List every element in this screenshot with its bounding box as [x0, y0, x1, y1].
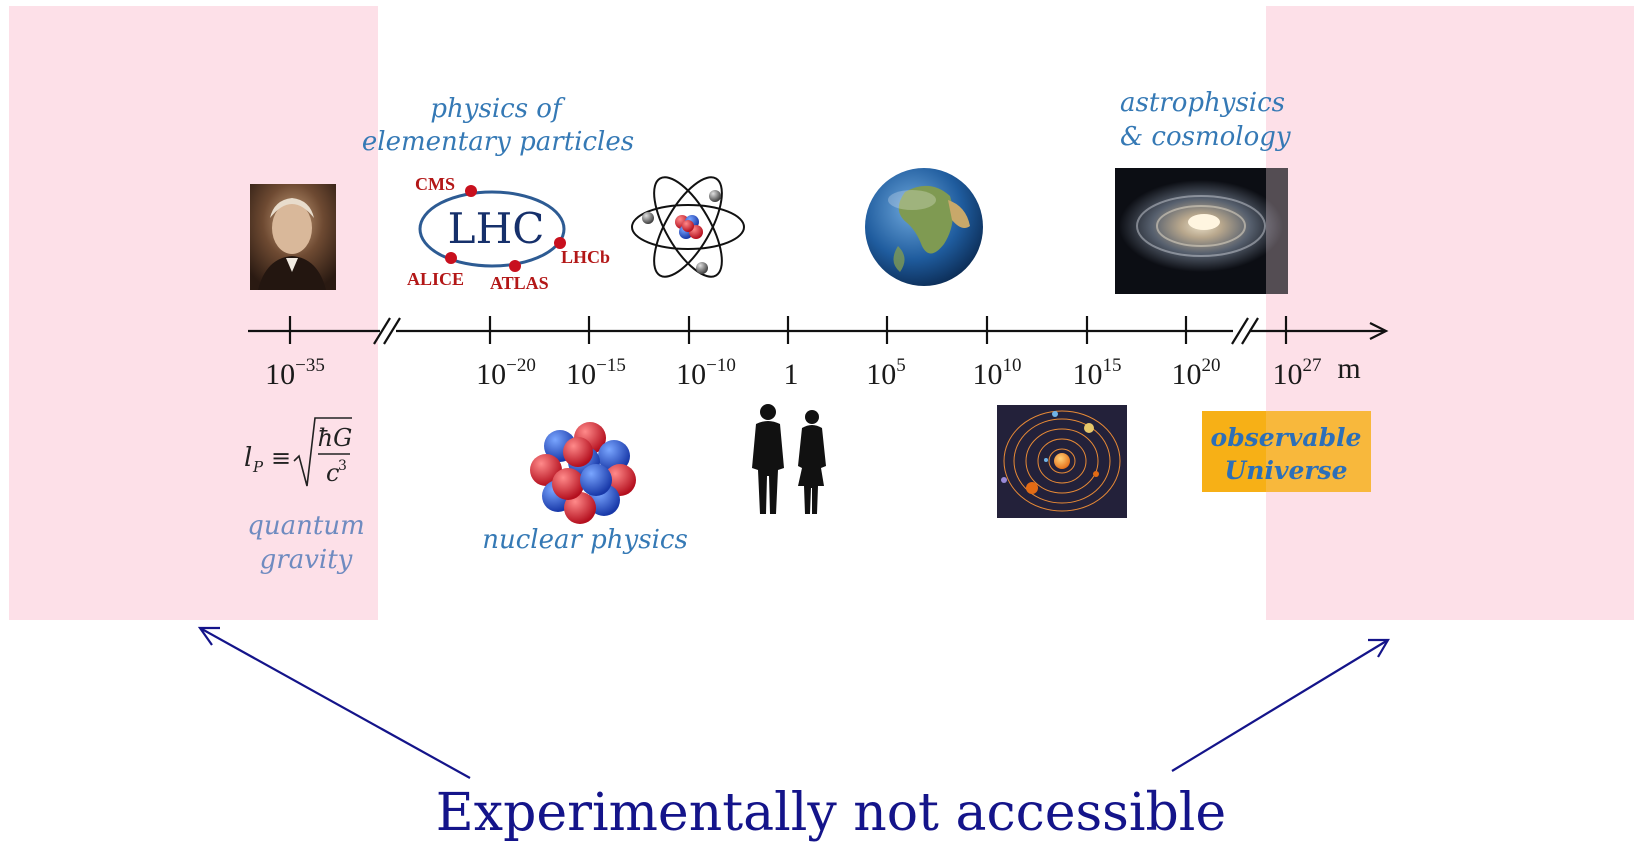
lhc-title: LHC — [448, 204, 545, 253]
experimentally-not-accessible-label: Experimentally not accessible — [436, 783, 1226, 843]
lhc-experiment-lhcb: LHCb — [561, 247, 610, 267]
tick-label: 10−35 — [265, 355, 325, 391]
tick-label: 105 — [866, 355, 906, 391]
left-inaccessible-zone — [9, 6, 378, 620]
svg-text:c: c — [326, 459, 339, 487]
right-inaccessible-zone — [1266, 6, 1634, 620]
elementary-particles-label-line1: physics of — [430, 94, 566, 124]
svg-text:ħG: ħG — [318, 424, 353, 452]
svg-text:≡: ≡ — [271, 444, 291, 472]
tick-label: 1015 — [1073, 355, 1122, 391]
solar-system-icon — [997, 405, 1127, 518]
tick-label: 10−10 — [676, 355, 736, 391]
lhc-experiment-cms: CMS — [415, 174, 455, 194]
left-arrow — [197, 626, 471, 779]
quantum-gravity-label-line2: gravity — [260, 545, 353, 575]
tick-label: 1020 — [1172, 355, 1221, 391]
planck-portrait-icon — [250, 184, 336, 290]
lhc-logo: LHC CMS LHCb ATLAS ALICE — [407, 174, 610, 293]
tick-label: 1010 — [973, 355, 1022, 391]
observable-universe-line2: Universe — [1224, 456, 1347, 485]
tick-label: 1027 — [1273, 355, 1322, 391]
observable-universe-line1: observable — [1211, 423, 1362, 452]
axis-unit: m — [1337, 352, 1360, 385]
left-axis-break — [373, 317, 401, 345]
lhc-experiment-alice: ALICE — [407, 269, 464, 289]
quantum-gravity-label-line1: quantum — [247, 511, 364, 541]
tick-marks — [288, 316, 1288, 344]
earth-icon — [865, 168, 983, 286]
atom-icon — [631, 176, 745, 278]
svg-text:P: P — [252, 458, 264, 476]
lhc-experiment-atlas: ATLAS — [490, 273, 549, 293]
tick-label: 10−15 — [566, 355, 626, 391]
planck-length-formula: l P ≡ ħG c 3 — [244, 417, 353, 487]
right-arrow — [1171, 638, 1390, 772]
astrophysics-label-line2: & cosmology — [1120, 122, 1291, 152]
nuclear-physics-label: nuclear physics — [482, 525, 688, 555]
galaxy-icon — [1115, 168, 1288, 294]
svg-text:3: 3 — [338, 458, 347, 474]
elementary-particles-label-line2: elementary particles — [362, 127, 634, 157]
astrophysics-label-line1: astrophysics — [1120, 88, 1285, 118]
svg-text:l: l — [244, 443, 252, 473]
length-axis: 10−35 10−20 10−15 10−10 1 105 1010 1015 … — [248, 316, 1389, 391]
observable-universe-box: observable Universe — [1202, 411, 1371, 492]
right-axis-break — [1231, 317, 1259, 345]
tick-label: 1 — [784, 358, 799, 391]
tick-labels: 10−35 10−20 10−15 10−10 1 105 1010 1015 … — [265, 355, 1321, 391]
tick-label: 10−20 — [476, 355, 536, 391]
nucleus-icon — [530, 422, 636, 524]
humans-silhouette-icon — [752, 404, 826, 514]
